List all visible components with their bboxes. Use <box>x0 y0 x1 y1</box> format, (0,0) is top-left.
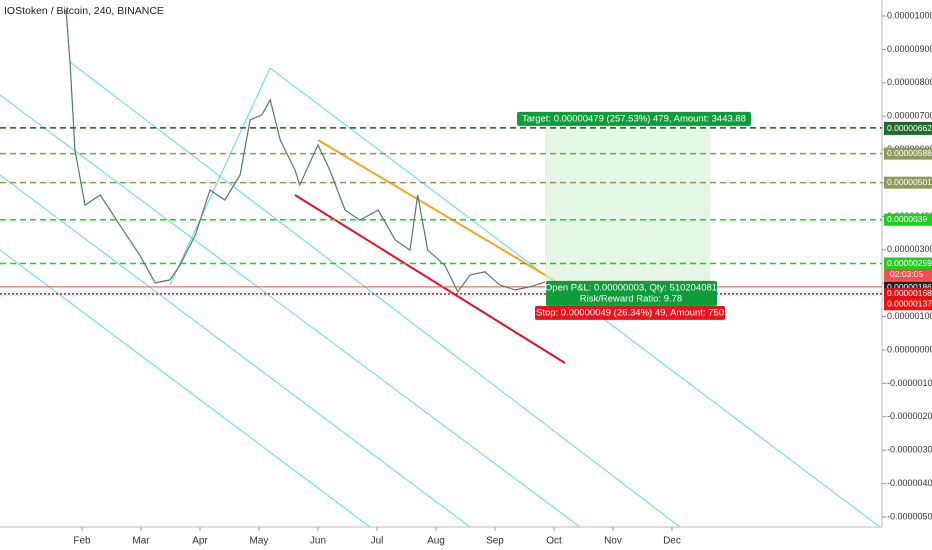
x-tick-label: Sep <box>486 536 504 547</box>
price-label-box <box>884 147 932 160</box>
timer-box <box>884 268 932 281</box>
x-tick-label: Jul <box>371 536 384 547</box>
y-tick-label: -0.00000300 <box>887 445 932 455</box>
x-tick-label: Dec <box>663 536 681 547</box>
x-tick-label: Aug <box>427 536 445 547</box>
stop-label-box <box>535 305 725 320</box>
rr-label: Risk/Reward Ratio: 9.78 <box>580 293 682 304</box>
x-tick-label: Oct <box>546 536 562 547</box>
pitchfork-line <box>0 94 581 528</box>
stop-label: Stop: 0.00000049 (26.34%) 49, Amount: 75… <box>536 307 724 318</box>
y-tick-label: 0.00000100 <box>887 311 932 321</box>
y-tick-label: -0.00000200 <box>887 411 932 421</box>
y-tick-label: -0.00000400 <box>887 478 932 488</box>
pitchfork-line <box>69 61 681 528</box>
price-label-box <box>884 257 932 270</box>
target-label: Target: 0.00000479 (257.53%) 479, Amount… <box>522 113 746 124</box>
target-zone <box>545 127 710 287</box>
price-label: 0.00000588 <box>887 148 932 158</box>
price-label-box <box>884 298 932 311</box>
y-tick-label: 0.00000000 <box>887 344 932 354</box>
price-label: 0.00000168 <box>887 288 932 298</box>
y-tick-label: -0.00000500 <box>887 511 932 521</box>
price-label: 0.00000259 <box>887 258 932 268</box>
price-label: 0.00000137 <box>887 298 932 308</box>
y-tick-label: 0.00000800 <box>887 77 932 87</box>
price-label: 0.00000501 <box>887 177 932 187</box>
trend-line <box>317 139 563 286</box>
pitchfork <box>0 61 881 528</box>
price-label-box <box>884 287 932 300</box>
price-line <box>65 9 546 294</box>
trend-line <box>294 194 566 364</box>
target-label-box <box>517 111 751 126</box>
price-label: 0.00000662 <box>887 123 932 133</box>
y-tick-label: 0.00000300 <box>887 244 932 254</box>
chart-title: IOStoken / Bitcoin, 240, BINANCE <box>4 5 164 17</box>
price-label: 0.0000039 <box>887 214 927 224</box>
y-tick-label: -0.00000100 <box>887 378 932 388</box>
x-tick-label: Mar <box>132 536 150 547</box>
price-label-box <box>884 176 932 189</box>
pnl-label: Open P&L: 0.00000003, Qty: 510204081 <box>545 282 717 293</box>
timer: 02:03:05 <box>890 269 923 279</box>
price-label-box <box>884 213 932 226</box>
y-tick-label: 0.00001000 <box>887 10 932 20</box>
pitchfork-line <box>0 249 371 528</box>
x-tick-label: Apr <box>192 536 208 547</box>
y-tick-label: 0.00000900 <box>887 44 932 54</box>
x-tick-label: Nov <box>604 536 622 547</box>
price-label: 0.00000186 <box>887 282 932 292</box>
pnl-label-box <box>546 280 717 306</box>
x-tick-label: Feb <box>73 536 91 547</box>
x-tick-label: May <box>250 536 269 547</box>
x-tick-label: Jun <box>310 536 326 547</box>
pitchfork-line <box>0 174 471 528</box>
price-label-box <box>884 122 932 135</box>
y-tick-label: 0.00000700 <box>887 111 932 121</box>
